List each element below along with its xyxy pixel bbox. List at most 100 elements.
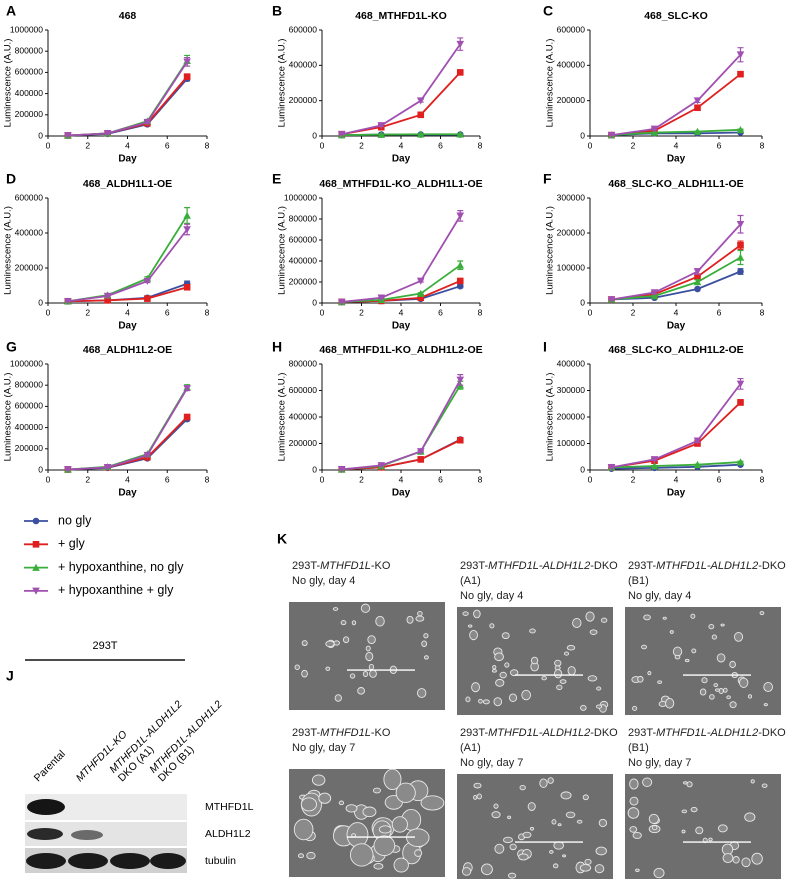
point [104, 297, 111, 304]
cell [493, 697, 503, 707]
cell [373, 835, 396, 857]
blot-row-label: MTHFD1L [205, 801, 254, 813]
x-tick-label: 4 [125, 307, 130, 317]
x-tick-label: 2 [85, 474, 90, 484]
cell [632, 831, 642, 839]
micrograph [457, 607, 613, 715]
lane-gene: MTHFD1L-ALDH1L2 [147, 698, 225, 776]
y-tick-label: 200000 [289, 438, 318, 448]
cell [669, 630, 674, 634]
x-tick-label: 4 [125, 140, 130, 150]
cell [541, 676, 547, 681]
legend-marker [32, 541, 40, 548]
caption-condition: No gly, day 4 [628, 590, 692, 602]
x-tick-label: 4 [125, 474, 130, 484]
cell [349, 673, 356, 679]
micrograph-caption: 293T-MTHFD1L-KO No gly, day 4 [292, 559, 390, 589]
cell [365, 651, 374, 662]
cell [340, 620, 347, 626]
y-tick-label: 0 [312, 130, 317, 140]
panel-letter: I [543, 339, 547, 355]
x-tick-label: 0 [320, 140, 325, 150]
x-tick-label: 8 [478, 307, 483, 317]
y-tick-label: 800000 [289, 358, 318, 368]
point [183, 385, 191, 393]
point [143, 277, 152, 285]
series-line [67, 228, 188, 303]
cell [681, 829, 686, 834]
cell [556, 684, 563, 691]
x-axis-label: Day [392, 488, 411, 499]
x-tick-label: 8 [478, 474, 483, 484]
point [737, 70, 744, 78]
y-axis-label: Luminescence (A.U.) [3, 373, 14, 462]
cell [652, 825, 658, 831]
micrograph-caption: 293T-MTHFD1L-ALDH1L2-DKO (A1) No gly, day … [460, 559, 618, 604]
y-tick-label: 600000 [557, 24, 586, 34]
cell [750, 779, 755, 784]
series-line [67, 61, 188, 137]
caption-prefix: 293T- [292, 727, 321, 739]
point [650, 125, 659, 133]
cell [759, 611, 765, 616]
cell [744, 812, 756, 822]
y-axis-label: Luminescence (A.U.) [3, 39, 14, 128]
cell [522, 831, 532, 839]
x-tick-label: 8 [760, 307, 765, 317]
cell [715, 688, 720, 692]
cell [503, 836, 513, 844]
point [737, 241, 744, 249]
y-tick-label: 600000 [15, 192, 44, 202]
x-tick-label: 2 [359, 474, 364, 484]
point [607, 464, 616, 472]
cell [489, 623, 495, 629]
x-tick-label: 4 [399, 307, 404, 317]
x-tick-label: 2 [359, 140, 364, 150]
point [377, 130, 386, 138]
cell [549, 850, 554, 854]
cell [653, 867, 665, 879]
x-axis-label: Day [118, 488, 137, 499]
chart-title: 468 [119, 10, 137, 22]
y-tick-label: 800000 [289, 213, 318, 223]
series-line [67, 386, 188, 471]
point [64, 297, 72, 306]
y-tick-label: 0 [580, 297, 585, 307]
cell [493, 803, 499, 809]
panel-letter: F [543, 171, 552, 187]
y-tick-label: 400000 [15, 227, 44, 237]
y-tick-label: 100000 [557, 438, 586, 448]
cell [294, 664, 300, 670]
cell [494, 843, 505, 854]
panel-letter: H [272, 339, 282, 355]
cell [596, 686, 602, 691]
cell [722, 853, 734, 864]
point [144, 295, 151, 302]
point [694, 273, 701, 281]
cell [507, 815, 512, 820]
cell [751, 852, 763, 865]
caption-line: 293T-MTHFD1L-ALDH1L2-DKO [460, 726, 618, 741]
x-tick-label: 2 [631, 140, 636, 150]
cell [734, 632, 744, 642]
cell [563, 651, 570, 656]
caption-suffix: -KO [370, 727, 391, 739]
cell [423, 655, 429, 660]
cell [349, 843, 374, 867]
point [650, 462, 659, 470]
caption-line: 293T-MTHFD1L-KO [292, 559, 390, 574]
y-axis-label: Luminescence (A.U.) [277, 373, 288, 462]
y-tick-label: 400000 [15, 422, 44, 432]
cell [686, 781, 693, 788]
cell [595, 704, 603, 709]
point [694, 285, 701, 293]
micrograph-caption: 293T-MTHFD1L-ALDH1L2-DKO (A1) No gly, day … [460, 726, 618, 771]
series-line [341, 133, 461, 137]
point [737, 268, 744, 275]
series-line [341, 438, 461, 471]
cell [713, 683, 719, 688]
y-tick-label: 400000 [289, 255, 318, 265]
cell [708, 623, 715, 630]
x-tick-label: 0 [320, 474, 325, 484]
